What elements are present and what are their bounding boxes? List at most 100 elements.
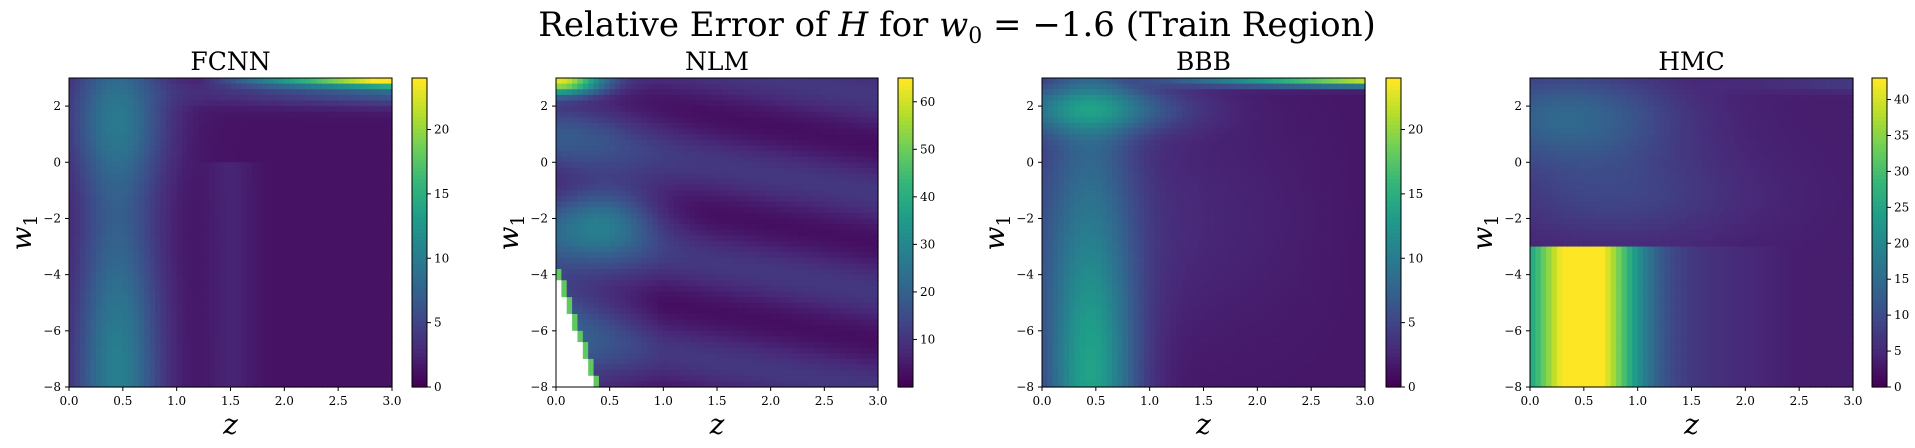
heatmap-cell xyxy=(252,246,259,253)
heatmap-cell xyxy=(144,330,151,338)
heatmap-cell xyxy=(631,325,638,332)
heatmap-cell xyxy=(69,269,75,276)
heatmap-cell xyxy=(149,94,156,102)
heatmap-cell xyxy=(273,139,280,147)
heatmap-cell xyxy=(566,122,573,130)
heatmap-cell xyxy=(192,224,199,231)
heatmap-cell xyxy=(316,364,323,371)
heatmap-cell xyxy=(690,285,697,293)
heatmap-cell xyxy=(90,235,97,242)
heatmap-cell xyxy=(262,336,269,343)
heatmap-cells xyxy=(69,78,393,388)
heatmap-cell xyxy=(700,325,707,332)
heatmap-cell xyxy=(106,162,113,169)
heatmap-cell xyxy=(631,89,638,96)
heatmap-cell xyxy=(268,106,275,113)
heatmap-cell xyxy=(593,100,600,107)
colorbar-segment xyxy=(412,317,427,322)
heatmap-cell xyxy=(593,122,600,130)
heatmap-cell xyxy=(365,285,372,293)
heatmap-cell xyxy=(268,364,275,371)
heatmap-cell xyxy=(641,162,648,169)
heatmap-cell xyxy=(300,308,307,315)
heatmap-cell xyxy=(609,336,616,343)
heatmap-cell xyxy=(668,252,675,259)
heatmap-cell xyxy=(160,353,167,360)
heatmap-cell xyxy=(598,151,605,158)
heatmap-cell xyxy=(273,156,280,163)
heatmap-cell xyxy=(149,117,156,124)
colorbar-segment xyxy=(412,344,427,349)
heatmap-cell xyxy=(604,235,611,242)
heatmap-cell xyxy=(268,252,275,259)
heatmap-cell xyxy=(273,330,280,338)
heatmap-cell xyxy=(690,156,697,163)
heatmap-cell xyxy=(160,167,167,175)
heatmap-cell xyxy=(636,353,643,360)
heatmap-cell xyxy=(133,375,140,382)
heatmap-cell xyxy=(354,162,361,169)
heatmap-cell xyxy=(95,218,102,225)
heatmap-cell xyxy=(316,313,323,321)
heatmap-cell xyxy=(165,263,172,270)
heatmap-cell xyxy=(176,100,183,107)
heatmap-cell xyxy=(149,190,156,197)
heatmap-cell xyxy=(631,375,638,382)
heatmap-cell xyxy=(657,106,664,113)
heatmap-cell xyxy=(235,179,242,186)
heatmap-cell xyxy=(117,291,124,298)
heatmap-cell xyxy=(117,173,124,180)
heatmap-cell xyxy=(609,78,616,85)
heatmap-cell xyxy=(160,117,167,124)
heatmap-cell xyxy=(684,134,691,141)
heatmap-cell xyxy=(332,201,339,208)
heatmap-cell xyxy=(609,162,616,169)
heatmap-cell xyxy=(354,224,361,231)
heatmap-cell xyxy=(208,229,215,236)
heatmap-cell xyxy=(625,162,632,169)
heatmap-cell xyxy=(214,302,221,309)
heatmap-cell xyxy=(235,162,242,169)
heatmap-cell xyxy=(155,291,162,298)
heatmap-cell xyxy=(225,274,232,281)
heatmap-cell xyxy=(182,173,189,180)
heatmap-cell xyxy=(284,313,291,321)
heatmap-cell xyxy=(561,134,568,141)
heatmap-cell xyxy=(160,381,167,388)
heatmap-cell xyxy=(138,184,145,191)
heatmap-cell xyxy=(647,235,654,242)
heatmap-cell xyxy=(375,274,382,281)
heatmap-cell xyxy=(95,111,102,118)
heatmap-cell xyxy=(182,364,189,371)
heatmap-cell xyxy=(106,128,113,135)
heatmap-cell xyxy=(338,207,345,214)
heatmap-cell xyxy=(208,246,215,253)
heatmap-cell xyxy=(322,106,328,113)
heatmap-cell xyxy=(295,347,302,354)
heatmap-cell xyxy=(208,240,215,248)
heatmap-cell xyxy=(652,313,659,321)
heatmap-cell xyxy=(690,134,697,141)
heatmap-cell xyxy=(332,100,339,107)
heatmap-cell xyxy=(122,195,129,203)
heatmap-cell xyxy=(192,347,199,354)
heatmap-cell xyxy=(674,370,681,377)
heatmap-cell xyxy=(316,330,323,338)
heatmap-cell xyxy=(354,280,361,287)
heatmap-cell xyxy=(370,100,377,107)
heatmap-cell xyxy=(219,280,226,287)
heatmap-cell xyxy=(230,257,237,264)
heatmap-cell xyxy=(327,313,334,321)
heatmap-cell xyxy=(582,128,589,135)
heatmap-cell xyxy=(604,319,611,326)
heatmap-cell xyxy=(241,106,248,113)
heatmap-cell xyxy=(95,184,102,191)
heatmap-cell xyxy=(138,83,145,90)
heatmap-cell xyxy=(138,218,145,225)
heatmap-cell xyxy=(203,195,210,203)
heatmap-cell xyxy=(582,201,589,208)
heatmap-cell xyxy=(230,370,237,377)
heatmap-cell xyxy=(95,122,102,130)
heatmap-cell xyxy=(598,134,605,141)
heatmap-cell xyxy=(95,167,102,175)
